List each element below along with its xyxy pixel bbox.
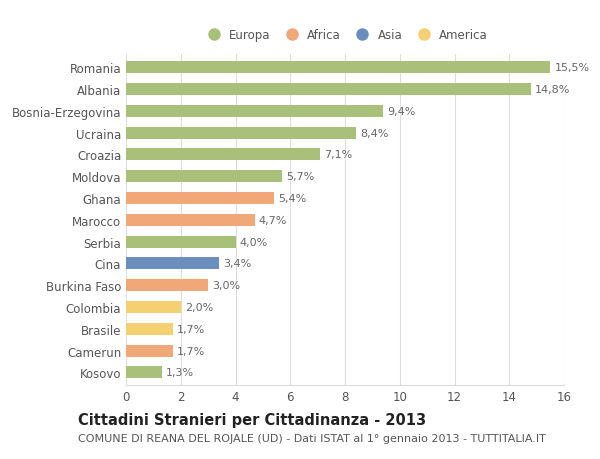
Bar bbox=[126, 345, 173, 357]
Bar bbox=[126, 62, 550, 74]
Text: 7,1%: 7,1% bbox=[325, 150, 353, 160]
Text: 5,4%: 5,4% bbox=[278, 194, 306, 204]
Text: 4,7%: 4,7% bbox=[259, 215, 287, 225]
Text: 8,4%: 8,4% bbox=[360, 129, 388, 138]
Bar bbox=[126, 258, 219, 270]
Bar bbox=[126, 280, 208, 291]
Bar bbox=[126, 367, 161, 379]
Text: COMUNE DI REANA DEL ROJALE (UD) - Dati ISTAT al 1° gennaio 2013 - TUTTITALIA.IT: COMUNE DI REANA DEL ROJALE (UD) - Dati I… bbox=[78, 433, 546, 442]
Bar bbox=[126, 214, 254, 226]
Bar bbox=[126, 236, 235, 248]
Text: Cittadini Stranieri per Cittadinanza - 2013: Cittadini Stranieri per Cittadinanza - 2… bbox=[78, 413, 426, 428]
Text: 2,0%: 2,0% bbox=[185, 302, 213, 312]
Text: 1,7%: 1,7% bbox=[176, 346, 205, 356]
Text: 14,8%: 14,8% bbox=[535, 85, 571, 95]
Text: 4,0%: 4,0% bbox=[239, 237, 268, 247]
Text: 3,0%: 3,0% bbox=[212, 280, 241, 291]
Bar bbox=[126, 323, 173, 335]
Legend: Europa, Africa, Asia, America: Europa, Africa, Asia, America bbox=[197, 25, 493, 47]
Bar bbox=[126, 84, 531, 96]
Text: 15,5%: 15,5% bbox=[554, 63, 590, 73]
Text: 9,4%: 9,4% bbox=[388, 106, 416, 117]
Text: 3,4%: 3,4% bbox=[223, 259, 251, 269]
Bar bbox=[126, 149, 320, 161]
Bar bbox=[126, 106, 383, 118]
Bar bbox=[126, 128, 356, 140]
Text: 1,3%: 1,3% bbox=[166, 368, 194, 377]
Text: 5,7%: 5,7% bbox=[286, 172, 314, 182]
Bar bbox=[126, 301, 181, 313]
Bar bbox=[126, 193, 274, 205]
Text: 1,7%: 1,7% bbox=[176, 324, 205, 334]
Bar bbox=[126, 171, 282, 183]
